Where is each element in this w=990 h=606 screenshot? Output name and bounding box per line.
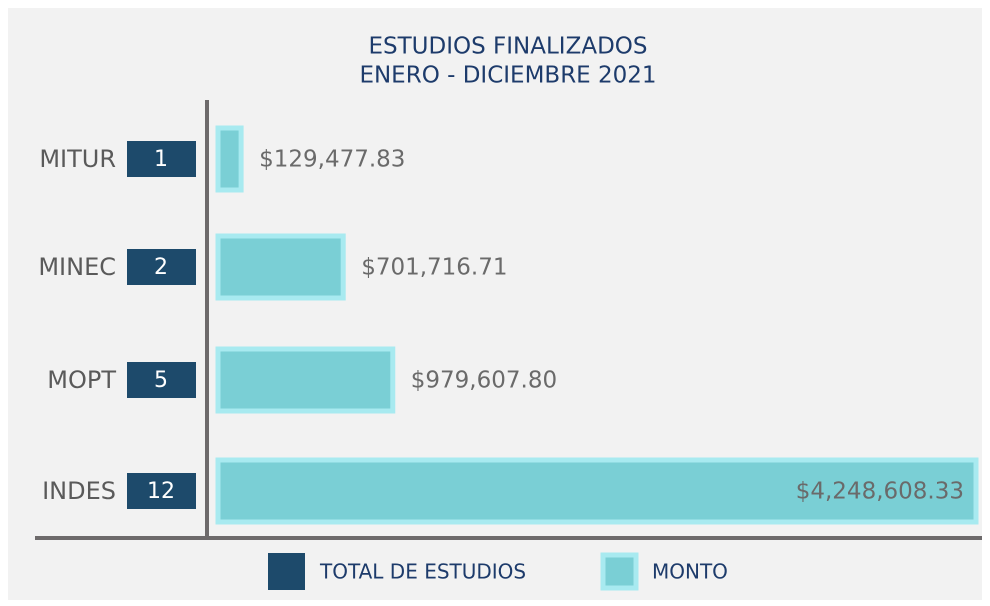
legend-label: TOTAL DE ESTUDIOS [319, 560, 526, 584]
chart-title: ESTUDIOS FINALIZADOS [369, 34, 648, 60]
value-label: $4,248,608.33 [796, 479, 964, 505]
legend-swatch [600, 552, 639, 591]
legend-swatch [268, 553, 305, 590]
count-label: 2 [154, 255, 168, 280]
value-label: $979,607.80 [411, 368, 557, 394]
count-box [127, 141, 196, 177]
bar [215, 233, 346, 301]
bar [215, 457, 979, 525]
count-box [127, 473, 196, 509]
category-label: MITUR [39, 145, 116, 173]
bar [215, 125, 244, 193]
category-label: MINEC [38, 253, 116, 281]
bar [215, 346, 396, 414]
count-box [127, 362, 196, 398]
legend-label: MONTO [652, 560, 728, 584]
count-label: 12 [147, 479, 175, 504]
category-label: MOPT [47, 366, 116, 394]
count-label: 5 [154, 368, 168, 393]
value-label: $129,477.83 [259, 147, 405, 173]
chart-subtitle: ENERO - DICIEMBRE 2021 [359, 63, 656, 89]
value-label: $701,716.71 [361, 255, 507, 281]
count-label: 1 [154, 147, 168, 172]
category-label: INDES [42, 477, 116, 505]
count-box [127, 249, 196, 285]
